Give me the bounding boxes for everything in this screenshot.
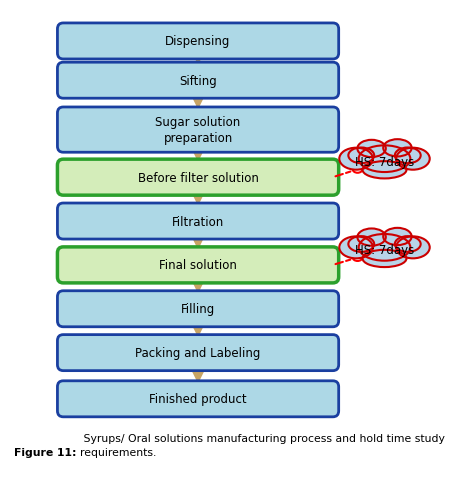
Ellipse shape [383,140,412,157]
Ellipse shape [339,237,373,259]
Ellipse shape [358,235,410,261]
Ellipse shape [358,146,410,173]
Text: Before filter solution: Before filter solution [138,171,258,184]
Text: Filling: Filling [181,302,215,316]
Ellipse shape [363,250,407,267]
FancyBboxPatch shape [58,24,339,60]
FancyBboxPatch shape [58,247,339,283]
Ellipse shape [396,148,430,170]
FancyBboxPatch shape [58,63,339,99]
FancyBboxPatch shape [58,204,339,240]
Ellipse shape [348,148,374,164]
Text: Figure 11:: Figure 11: [14,446,76,456]
Text: Syrups/ Oral solutions manufacturing process and hold time study
requirements.: Syrups/ Oral solutions manufacturing pro… [80,433,445,456]
FancyBboxPatch shape [58,291,339,327]
Text: Packing and Labeling: Packing and Labeling [135,347,261,360]
Text: HS: 7days: HS: 7days [355,244,414,257]
Ellipse shape [395,237,421,252]
FancyBboxPatch shape [58,160,339,196]
Ellipse shape [383,228,412,246]
Ellipse shape [348,237,374,252]
Ellipse shape [352,166,363,173]
FancyBboxPatch shape [58,381,339,417]
Ellipse shape [358,229,386,246]
Ellipse shape [363,162,407,179]
Ellipse shape [352,254,363,262]
Text: Sugar solution
preparation: Sugar solution preparation [155,116,241,145]
FancyBboxPatch shape [58,335,339,371]
Text: HS: 7days: HS: 7days [355,155,414,168]
Text: Final solution: Final solution [159,259,237,272]
Text: Sifting: Sifting [179,74,217,87]
Ellipse shape [395,148,421,164]
Ellipse shape [358,141,386,158]
Text: Dispensing: Dispensing [165,36,231,48]
Ellipse shape [339,148,373,170]
Ellipse shape [396,237,430,259]
Text: Finished product: Finished product [149,393,247,406]
Text: Filtration: Filtration [172,215,224,228]
FancyBboxPatch shape [58,108,339,153]
